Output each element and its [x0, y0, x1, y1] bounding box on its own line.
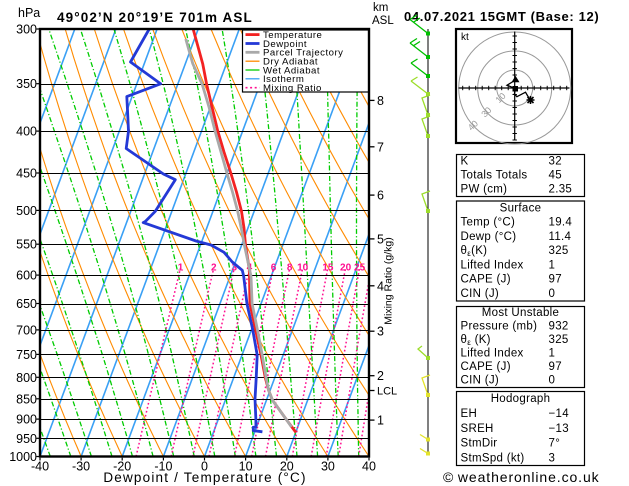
- svg-text:PW (cm): PW (cm): [461, 184, 508, 196]
- svg-text:97: 97: [549, 361, 562, 373]
- svg-text:15: 15: [322, 263, 334, 274]
- svg-text:-30: -30: [72, 460, 90, 474]
- svg-text:StmDir: StmDir: [461, 438, 498, 450]
- svg-text:7°: 7°: [549, 438, 561, 450]
- svg-text:0: 0: [201, 460, 208, 474]
- svg-text:97: 97: [549, 274, 562, 286]
- svg-text:Wet Adiabat: Wet Adiabat: [263, 65, 320, 76]
- svg-text:11.4: 11.4: [549, 231, 572, 243]
- svg-text:10: 10: [297, 263, 309, 274]
- svg-text:Mixing Ratio: Mixing Ratio: [263, 83, 322, 94]
- svg-text:30: 30: [321, 460, 335, 474]
- svg-text:3: 3: [549, 452, 556, 464]
- svg-text:20: 20: [340, 263, 352, 274]
- svg-text:EH: EH: [461, 408, 478, 420]
- svg-text:hPa: hPa: [18, 6, 40, 20]
- svg-text:CAPE (J): CAPE (J): [461, 361, 511, 373]
- svg-text:1: 1: [549, 259, 556, 271]
- svg-text:20: 20: [280, 460, 294, 474]
- svg-text:3: 3: [232, 263, 238, 274]
- svg-text:45: 45: [549, 170, 562, 182]
- svg-text:450: 450: [16, 167, 37, 181]
- svg-text:Dewp (°C): Dewp (°C): [461, 231, 517, 243]
- svg-text:8: 8: [377, 94, 384, 108]
- svg-text:600: 600: [16, 269, 37, 283]
- svg-text:25: 25: [354, 263, 366, 274]
- svg-text:5: 5: [377, 232, 384, 246]
- svg-text:650: 650: [16, 297, 37, 311]
- svg-text:© weatheronline.co.uk: © weatheronline.co.uk: [443, 469, 600, 485]
- svg-text:6: 6: [377, 189, 384, 203]
- svg-text:Dewpoint: Dewpoint: [263, 39, 307, 50]
- svg-text:325: 325: [549, 245, 569, 257]
- svg-text:10: 10: [239, 460, 253, 474]
- svg-text:19.4: 19.4: [549, 217, 573, 229]
- svg-text:Lifted Index: Lifted Index: [461, 259, 524, 271]
- svg-text:32: 32: [549, 156, 562, 168]
- svg-text:40: 40: [362, 460, 376, 474]
- svg-text:850: 850: [16, 392, 37, 406]
- svg-text:0: 0: [549, 288, 556, 300]
- svg-text:LCL: LCL: [377, 386, 397, 398]
- svg-text:-40: -40: [31, 460, 49, 474]
- svg-text:−14: −14: [549, 408, 570, 420]
- svg-text:2: 2: [211, 263, 217, 274]
- svg-text:Totals Totals: Totals Totals: [461, 170, 528, 182]
- svg-text:ASL: ASL: [372, 15, 394, 27]
- svg-text:2: 2: [377, 369, 384, 383]
- svg-text:Dry Adiabat: Dry Adiabat: [263, 57, 318, 68]
- svg-text:Mixing Ratio (g/kg): Mixing Ratio (g/kg): [383, 237, 395, 325]
- svg-text:Most Unstable: Most Unstable: [482, 307, 559, 319]
- svg-text:400: 400: [16, 125, 37, 139]
- svg-text:1: 1: [178, 263, 184, 274]
- svg-text:CIN (J): CIN (J): [461, 288, 500, 300]
- svg-text:θε(K): θε(K): [461, 245, 488, 258]
- svg-text:StmSpd (kt): StmSpd (kt): [461, 452, 525, 464]
- svg-text:1000: 1000: [9, 450, 37, 464]
- svg-text:Lifted Index: Lifted Index: [461, 348, 524, 360]
- svg-text:Dewpoint / Temperature (°C): Dewpoint / Temperature (°C): [103, 470, 306, 485]
- svg-text:Pressure (mb): Pressure (mb): [461, 321, 538, 333]
- svg-text:Surface: Surface: [500, 202, 542, 214]
- svg-text:Isotherm: Isotherm: [263, 74, 304, 85]
- svg-text:500: 500: [16, 204, 37, 218]
- svg-text:-20: -20: [113, 460, 131, 474]
- svg-text:Temperature: Temperature: [263, 30, 322, 41]
- svg-text:4: 4: [377, 279, 384, 293]
- svg-text:40: 40: [466, 118, 480, 132]
- svg-text:7: 7: [377, 140, 384, 154]
- svg-text:Parcel Trajectory: Parcel Trajectory: [263, 48, 343, 59]
- svg-text:800: 800: [16, 371, 37, 385]
- svg-text:550: 550: [16, 238, 37, 252]
- svg-text:0: 0: [549, 375, 556, 387]
- svg-text:Hodograph: Hodograph: [491, 393, 551, 405]
- svg-text:km: km: [373, 2, 388, 14]
- svg-text:CIN (J): CIN (J): [461, 375, 500, 387]
- svg-text:49°02’N 20°19’E 701m ASL: 49°02’N 20°19’E 701m ASL: [57, 10, 253, 25]
- svg-text:−13: −13: [549, 423, 569, 435]
- svg-text:-10: -10: [154, 460, 172, 474]
- svg-text:932: 932: [549, 321, 569, 333]
- svg-text:325: 325: [549, 334, 569, 346]
- svg-text:SREH: SREH: [461, 423, 494, 435]
- svg-text:350: 350: [16, 77, 37, 91]
- svg-text:950: 950: [16, 432, 37, 446]
- svg-text:6: 6: [271, 263, 277, 274]
- svg-text:1: 1: [377, 414, 384, 428]
- svg-text:3: 3: [377, 325, 384, 339]
- svg-text:1: 1: [549, 348, 556, 360]
- svg-text:K: K: [461, 156, 469, 168]
- svg-text:8: 8: [287, 263, 293, 274]
- svg-text:kt: kt: [461, 32, 469, 43]
- svg-text:04.07.2021 15GMT (Base: 12): 04.07.2021 15GMT (Base: 12): [404, 9, 599, 24]
- svg-text:900: 900: [16, 413, 37, 427]
- svg-text:θε (K): θε (K): [461, 334, 491, 347]
- svg-text:750: 750: [16, 348, 37, 362]
- svg-text:Temp (°C): Temp (°C): [461, 217, 516, 229]
- svg-text:2.35: 2.35: [549, 184, 573, 196]
- svg-text:700: 700: [16, 323, 37, 337]
- svg-text:300: 300: [16, 23, 37, 37]
- svg-text:CAPE (J): CAPE (J): [461, 274, 511, 286]
